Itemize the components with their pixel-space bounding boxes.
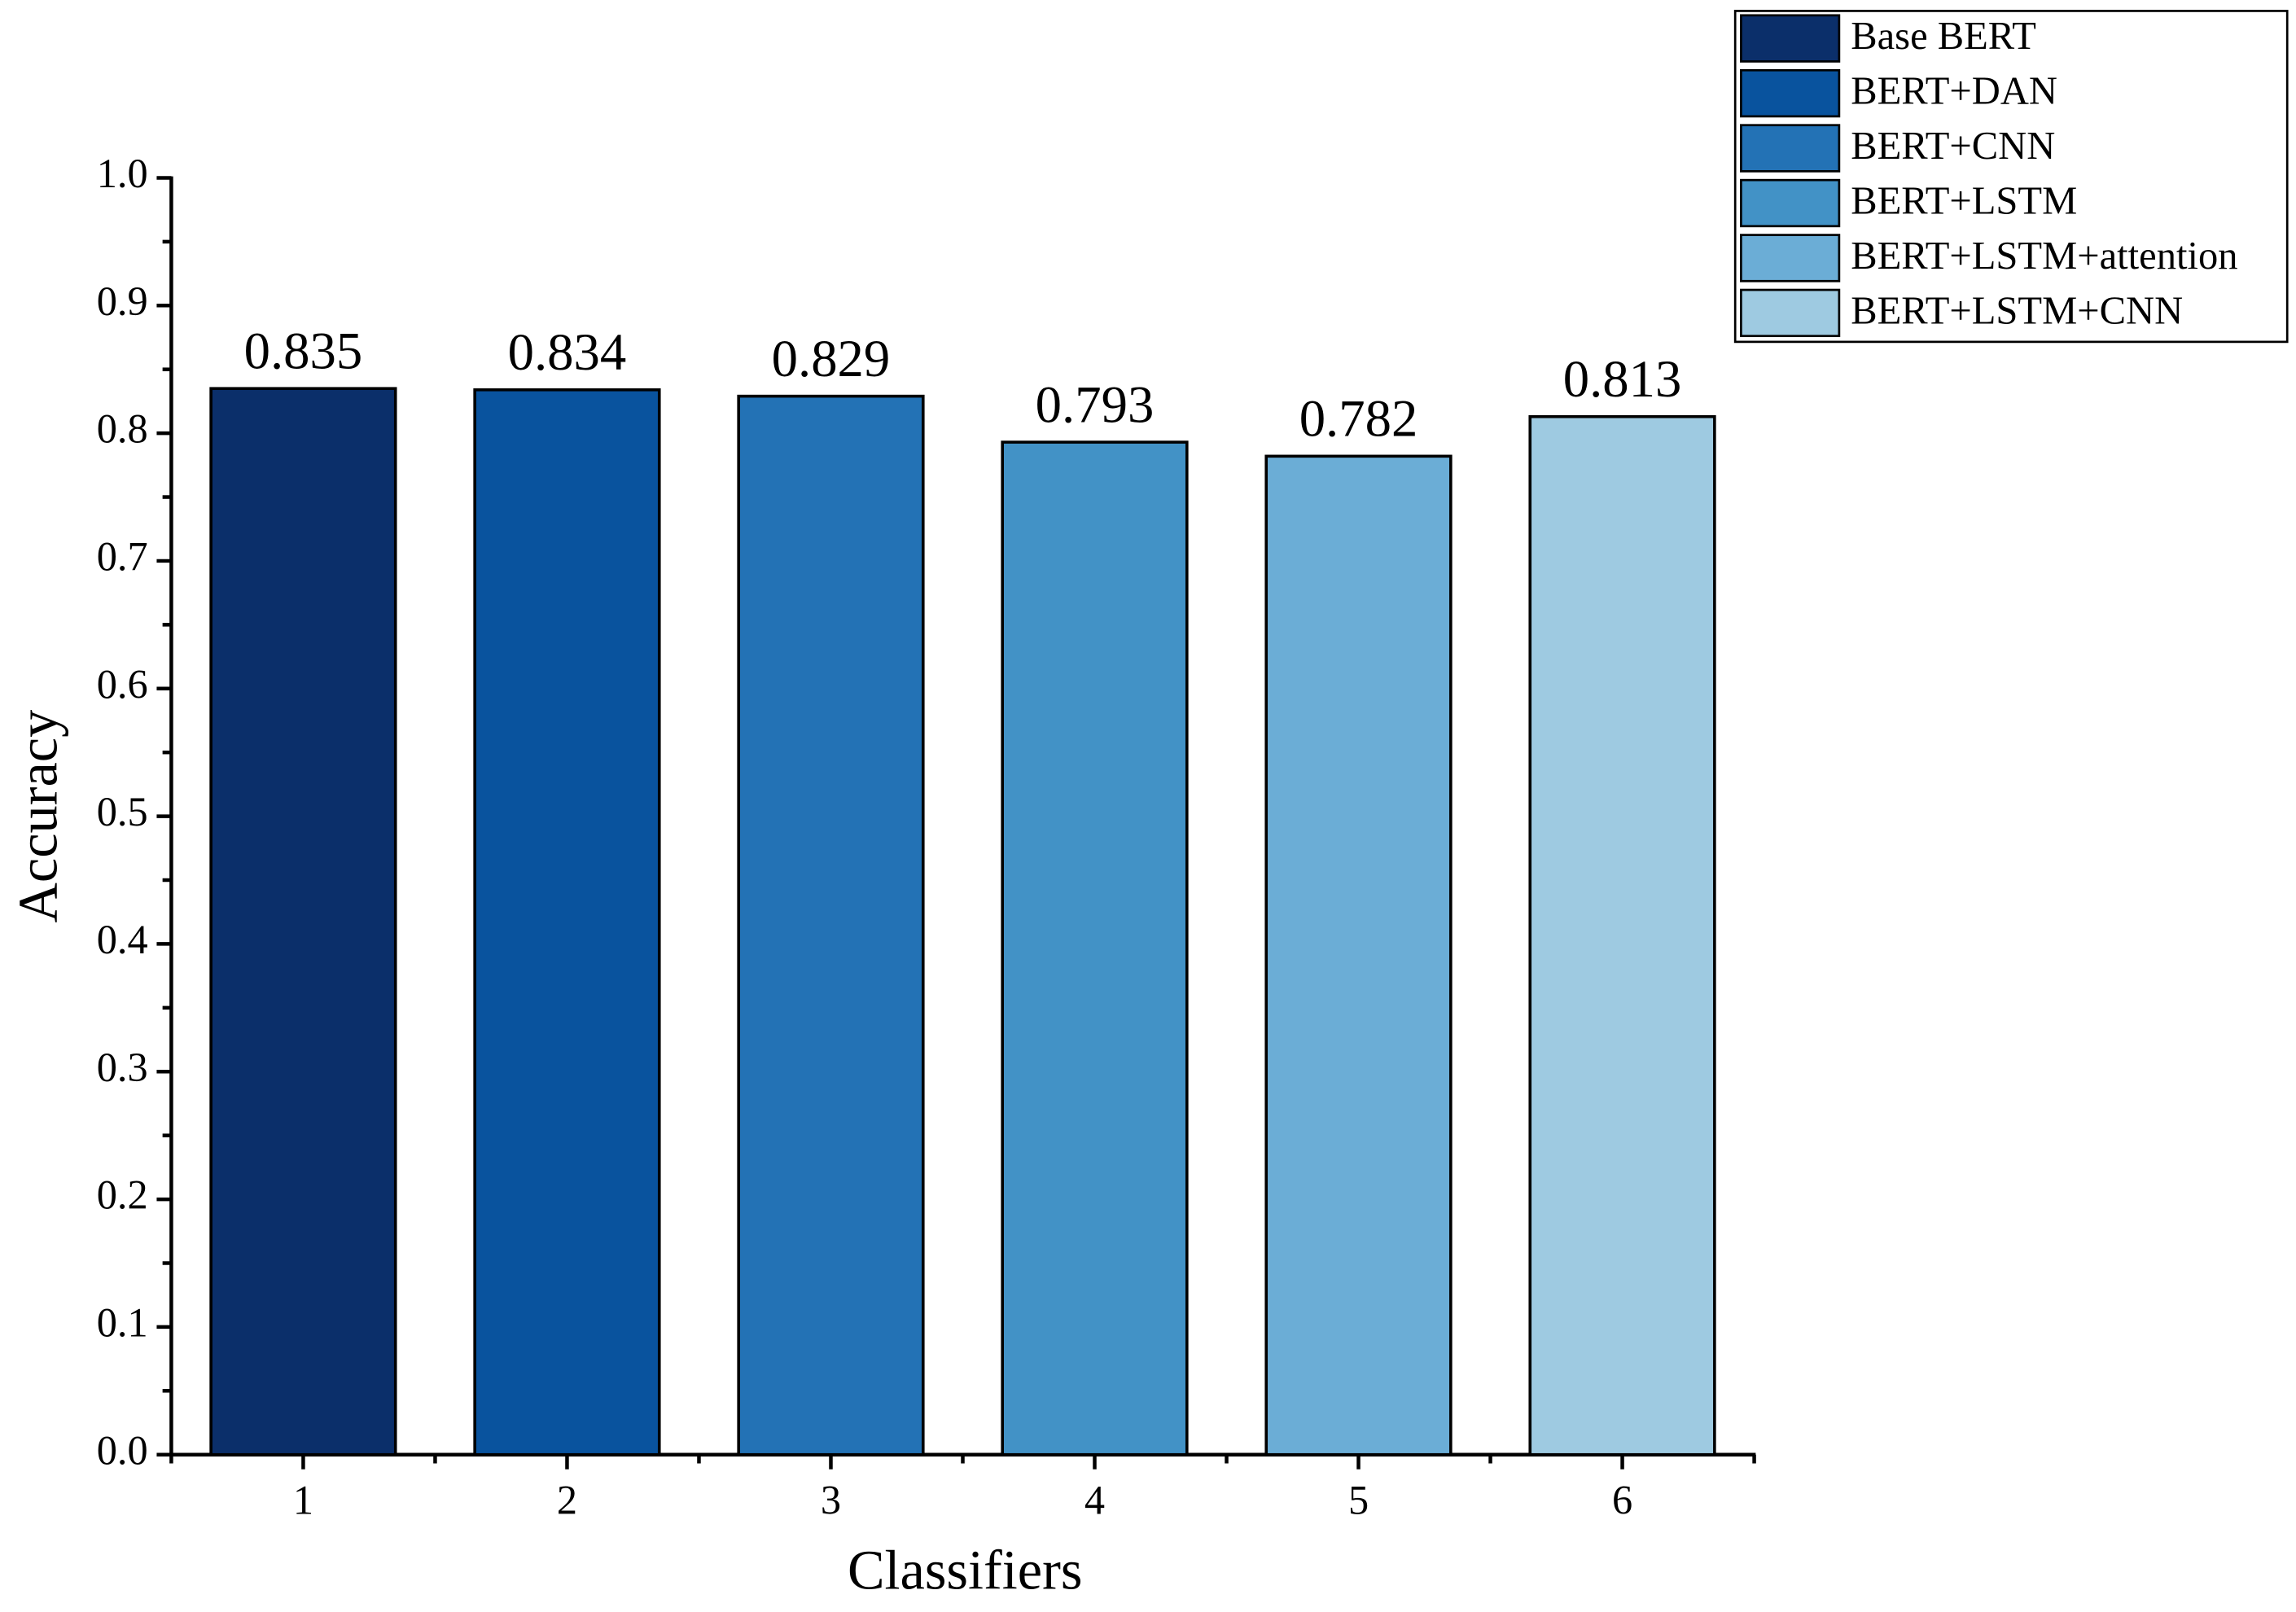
legend-label: Base BERT [1851,14,2036,58]
data-label: 0.829 [772,330,891,388]
bar [209,387,397,1456]
bar [1001,440,1189,1456]
y-tick-label: 0.6 [97,661,148,707]
data-label: 0.835 [244,322,363,381]
data-label: 0.782 [1299,390,1418,449]
x-tick-label: 2 [557,1477,577,1522]
y-tick-label: 0.7 [97,533,148,579]
y-tick-label: 1.0 [97,151,148,196]
y-tick-label: 0.0 [97,1427,148,1473]
y-tick-label: 0.4 [97,917,148,962]
x-tick-label: 1 [293,1477,313,1522]
legend-box [1733,10,2289,344]
data-label: 0.793 [1036,375,1155,434]
y-tick-label: 0.3 [97,1045,148,1090]
legend-swatch [1740,288,1841,338]
legend-label: BERT+LSTM+attention [1851,234,2237,278]
legend-swatch [1740,178,1841,228]
legend-label: BERT+DAN [1851,69,2057,113]
y-tick-label: 0.8 [97,406,148,452]
x-axis-title: Classifiers [848,1540,1082,1601]
y-tick-label: 0.9 [97,278,148,324]
legend-label: BERT+LSTM+CNN [1851,288,2183,332]
y-tick-label: 0.5 [97,789,148,834]
x-tick-label: 5 [1348,1477,1369,1522]
x-tick-label: 6 [1612,1477,1632,1522]
legend-swatch [1740,68,1841,118]
data-label: 0.834 [508,323,627,382]
data-label: 0.813 [1563,350,1682,409]
x-tick-label: 3 [821,1477,841,1522]
bar [1528,414,1716,1456]
legend-label: BERT+LSTM [1851,178,2077,222]
bar [1264,454,1453,1456]
y-tick-label: 0.1 [97,1299,148,1345]
legend-label: BERT+CNN [1851,124,2055,168]
legend-swatch [1740,234,1841,283]
bar [737,394,925,1456]
y-axis-title: Accuracy [7,710,69,923]
bar [473,388,661,1456]
y-tick-label: 0.2 [97,1172,148,1218]
legend-swatch [1740,124,1841,173]
x-tick-label: 4 [1084,1477,1105,1522]
legend-swatch [1740,14,1841,63]
